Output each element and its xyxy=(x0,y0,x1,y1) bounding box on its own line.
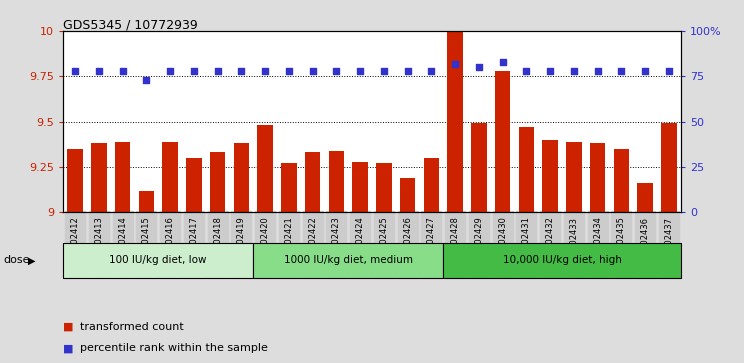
Point xyxy=(521,68,533,74)
Point xyxy=(117,68,129,74)
Text: transformed count: transformed count xyxy=(80,322,183,332)
Bar xyxy=(443,243,681,278)
Bar xyxy=(614,149,629,212)
Point xyxy=(449,61,461,66)
Bar xyxy=(353,162,368,212)
Point xyxy=(568,68,580,74)
Point xyxy=(188,68,200,74)
Bar xyxy=(376,163,391,212)
Text: ▶: ▶ xyxy=(28,256,36,265)
Text: GDS5345 / 10772939: GDS5345 / 10772939 xyxy=(63,18,198,31)
Point xyxy=(141,77,153,83)
Bar xyxy=(471,123,487,212)
Bar xyxy=(590,143,606,212)
Bar xyxy=(115,142,130,212)
Point xyxy=(259,68,271,74)
Bar xyxy=(234,143,249,212)
Point xyxy=(426,68,437,74)
Bar xyxy=(447,31,463,212)
Bar xyxy=(305,152,321,212)
Bar xyxy=(566,142,582,212)
Bar xyxy=(638,183,652,212)
Bar xyxy=(162,142,178,212)
Bar xyxy=(63,243,253,278)
Point xyxy=(615,68,627,74)
Point xyxy=(544,68,556,74)
Text: ■: ■ xyxy=(63,322,77,332)
Bar xyxy=(281,163,297,212)
Text: ■: ■ xyxy=(63,343,77,354)
Bar xyxy=(329,151,344,212)
Bar xyxy=(210,152,225,212)
Point xyxy=(235,68,247,74)
Bar xyxy=(92,143,106,212)
Text: 10,000 IU/kg diet, high: 10,000 IU/kg diet, high xyxy=(502,256,621,265)
Point xyxy=(473,64,485,70)
Point xyxy=(591,68,603,74)
Bar xyxy=(186,158,202,212)
Bar xyxy=(68,149,83,212)
Bar xyxy=(661,123,676,212)
Bar xyxy=(138,191,154,212)
Text: 1000 IU/kg diet, medium: 1000 IU/kg diet, medium xyxy=(283,256,413,265)
Bar xyxy=(400,178,415,212)
Point xyxy=(663,68,675,74)
Point xyxy=(93,68,105,74)
Point xyxy=(164,68,176,74)
Point xyxy=(283,68,295,74)
Bar xyxy=(423,158,439,212)
Text: 100 IU/kg diet, low: 100 IU/kg diet, low xyxy=(109,256,207,265)
Bar xyxy=(519,127,534,212)
Text: dose: dose xyxy=(4,256,31,265)
Point xyxy=(354,68,366,74)
Point xyxy=(330,68,342,74)
Bar xyxy=(495,71,510,212)
Point xyxy=(212,68,224,74)
Point xyxy=(497,59,509,65)
Point xyxy=(378,68,390,74)
Bar xyxy=(257,125,273,212)
Point xyxy=(402,68,414,74)
Bar xyxy=(542,140,558,212)
Point xyxy=(639,68,651,74)
Text: percentile rank within the sample: percentile rank within the sample xyxy=(80,343,268,354)
Point xyxy=(307,68,318,74)
Bar xyxy=(253,243,443,278)
Point xyxy=(69,68,81,74)
